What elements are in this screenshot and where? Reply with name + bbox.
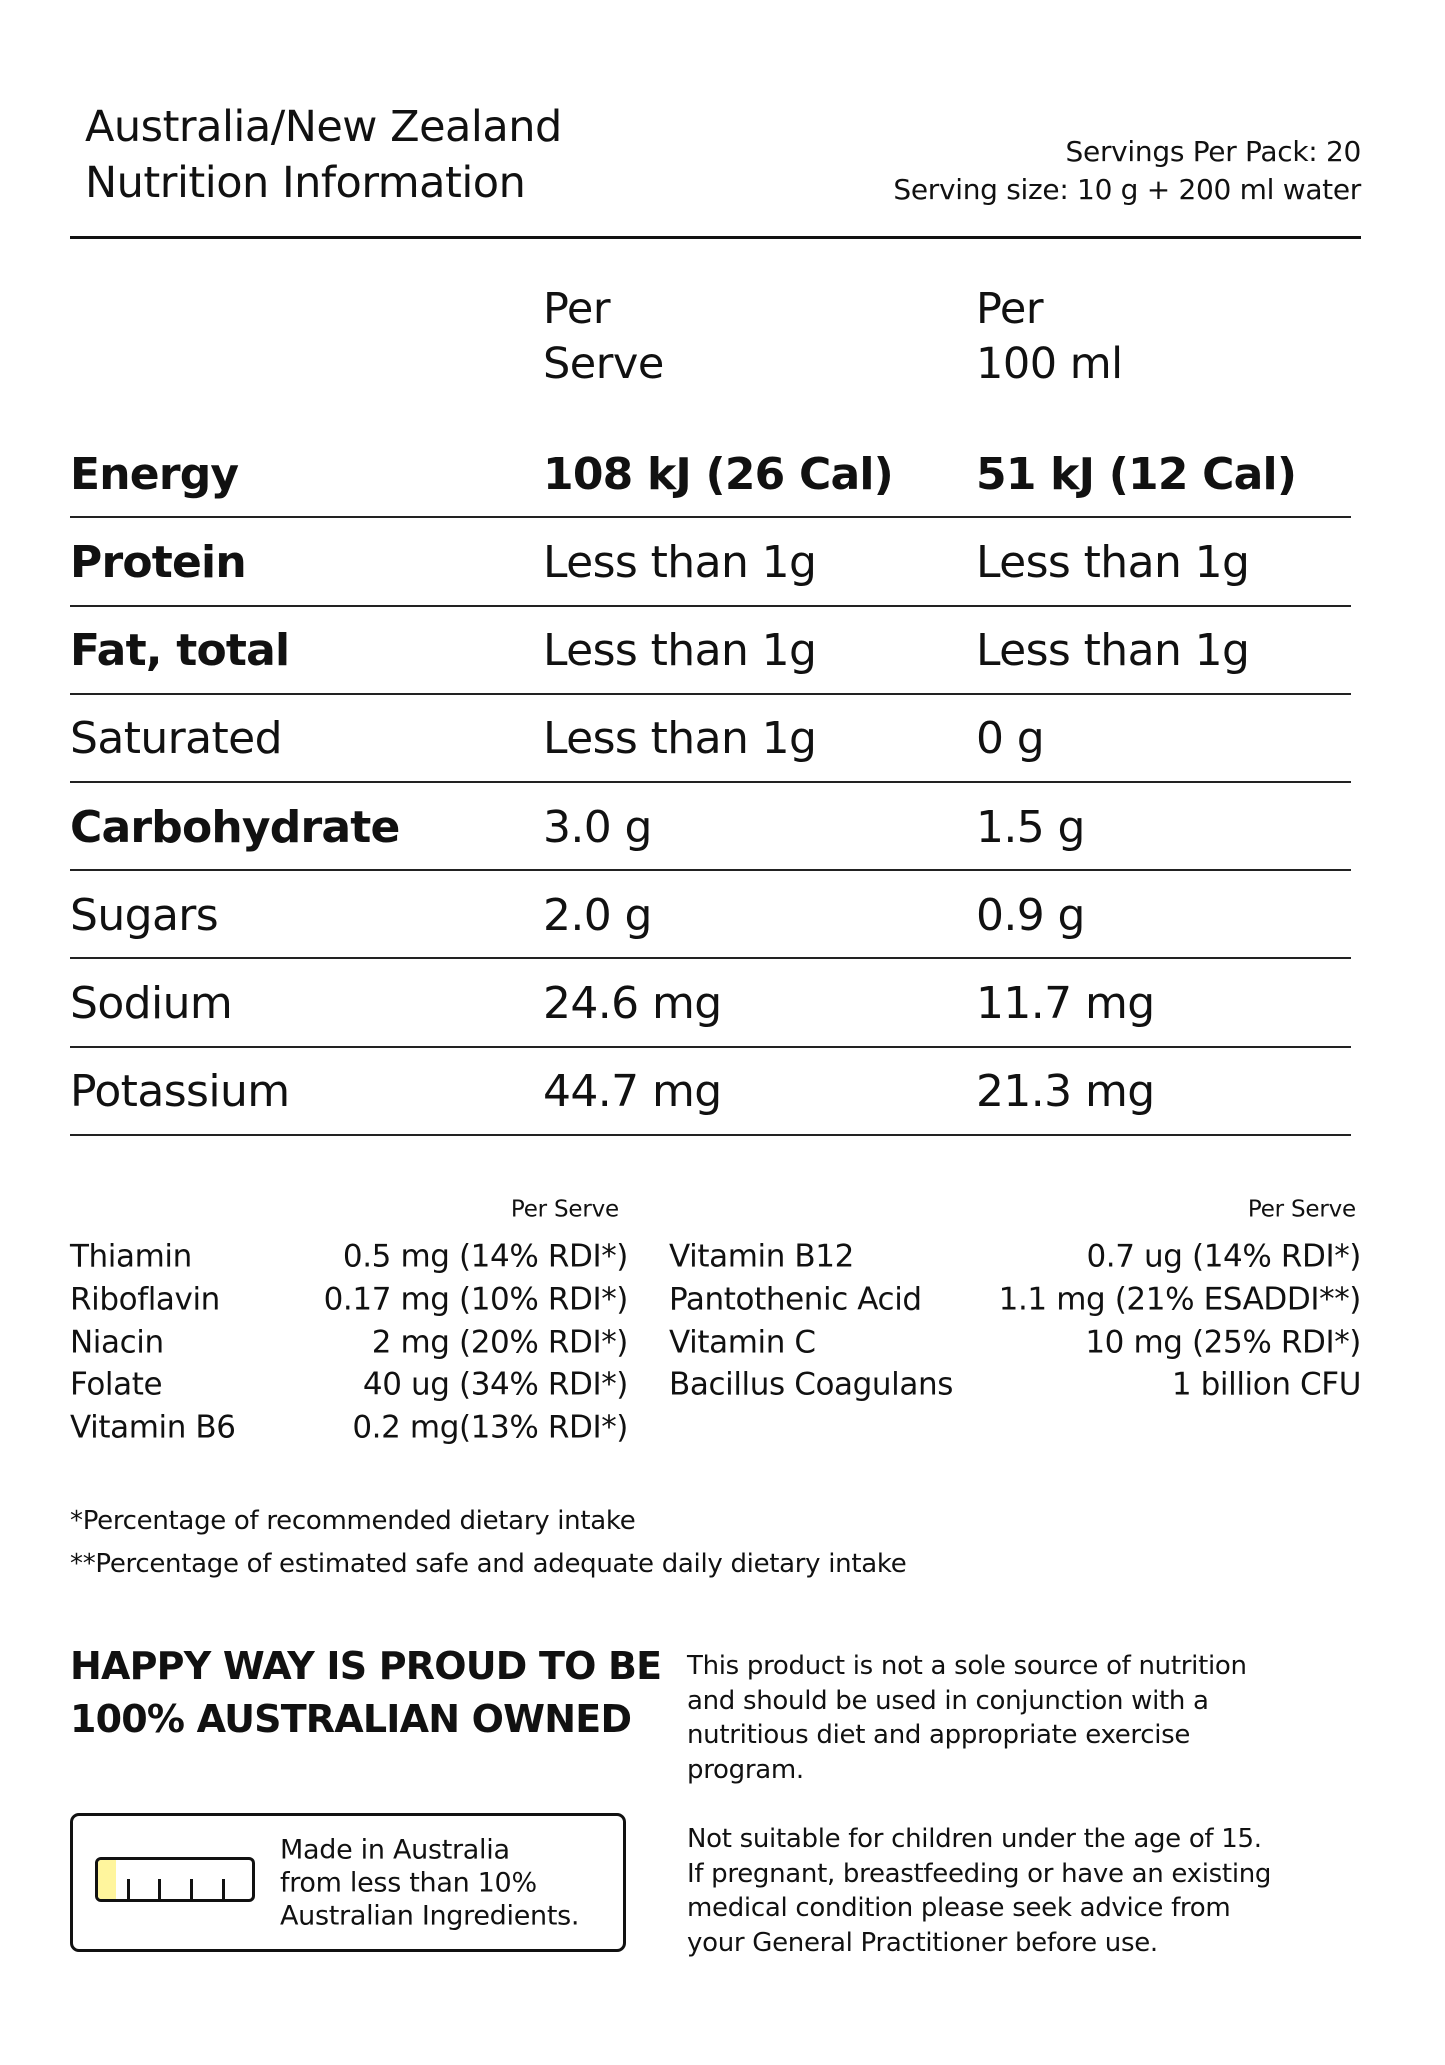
headline-line-1: HAPPY WAY IS PROUD TO BE [70, 1644, 662, 1688]
ruler-tick [222, 1879, 225, 1899]
vitamin-name: Niacin [70, 1324, 164, 1361]
row-carbohydrate-per-100ml: 1.5 g [976, 802, 1086, 853]
vitamin-value: 0.5 mg (14% RDI*) [342, 1238, 628, 1275]
disclaimer-line: Not suitable for children under the age … [687, 1824, 1262, 1854]
servings-per-pack: Servings Per Pack: 20 [1065, 135, 1362, 168]
row-divider [70, 781, 1351, 783]
row-divider [70, 693, 1351, 695]
headline-line-2: 100% AUSTRALIAN OWNED [70, 1697, 632, 1741]
badge-text-line: Australian Ingredients. [280, 1900, 580, 1932]
ruler-tick [190, 1879, 193, 1899]
row-label-carbohydrate: Carbohydrate [70, 802, 400, 853]
disclaimer-line: This product is not a sole source of nut… [687, 1651, 1247, 1681]
vitamins-right-header: Per Serve [1247, 1196, 1356, 1223]
vitamin-name: Pantothenic Acid [669, 1281, 922, 1318]
ruler-bar-icon [95, 1857, 255, 1902]
row-divider [70, 957, 1351, 959]
disclaimer-line: If pregnant, breastfeeding or have an ex… [687, 1859, 1272, 1889]
vitamin-name: Bacillus Coagulans [669, 1366, 953, 1403]
top-rule-divider [70, 236, 1361, 239]
disclaimer-line: nutritious diet and appropriate exercise [687, 1720, 1191, 1750]
vitamin-name: Vitamin B12 [669, 1238, 854, 1275]
row-potassium-per-100ml: 21.3 mg [976, 1066, 1155, 1117]
ruler-fill-indicator [98, 1860, 116, 1899]
col-header-per-100ml-line1: Per [976, 284, 1044, 334]
vitamin-name: Folate [70, 1366, 163, 1403]
row-label-saturated: Saturated [70, 713, 283, 764]
vitamin-value: 1 billion CFU [1171, 1366, 1362, 1403]
made-in-australia-badge [70, 1813, 626, 1952]
footnote-esaddi: **Percentage of estimated safe and adequ… [70, 1549, 907, 1579]
row-energy-per-serve: 108 kJ (26 Cal) [543, 449, 894, 500]
row-sodium-per-serve: 24.6 mg [543, 978, 722, 1029]
vitamin-value: 0.2 mg(13% RDI*) [352, 1409, 628, 1446]
footnote-rdi: *Percentage of recommended dietary intak… [70, 1506, 636, 1536]
vitamin-value: 1.1 mg (21% ESADDI**) [998, 1281, 1362, 1318]
row-label-fat-total: Fat, total [70, 625, 290, 676]
row-divider [70, 1046, 1351, 1048]
row-label-potassium: Potassium [70, 1066, 290, 1117]
row-protein-per-100ml: Less than 1g [976, 537, 1250, 588]
row-protein-per-serve: Less than 1g [543, 537, 817, 588]
ruler-tick [127, 1879, 130, 1899]
row-sugars-per-serve: 2.0 g [543, 890, 653, 941]
row-label-sodium: Sodium [70, 978, 233, 1029]
row-label-energy: Energy [70, 449, 239, 500]
row-saturated-per-100ml: 0 g [976, 713, 1045, 764]
col-header-per-serve-line2: Serve [543, 339, 664, 389]
row-divider [70, 869, 1351, 871]
title-line-2: Nutrition Information [85, 158, 526, 208]
vitamin-name: Vitamin C [669, 1324, 816, 1361]
row-divider [70, 516, 1351, 518]
disclaimer-line: your General Practitioner before use. [687, 1928, 1158, 1958]
row-label-sugars: Sugars [70, 890, 219, 941]
badge-text-line: from less than 10% [280, 1867, 537, 1899]
disclaimer-line: program. [687, 1755, 804, 1785]
title-line-1: Australia/New Zealand [85, 102, 562, 152]
vitamin-value: 40 ug (34% RDI*) [362, 1366, 628, 1403]
vitamin-name: Thiamin [70, 1238, 192, 1275]
row-label-protein: Protein [70, 537, 247, 588]
row-saturated-per-serve: Less than 1g [543, 713, 817, 764]
row-divider [70, 605, 1351, 607]
vitamin-value: 10 mg (25% RDI*) [1085, 1324, 1361, 1361]
disclaimer-line: medical condition please seek advice fro… [687, 1893, 1231, 1923]
row-fat-total-per-100ml: Less than 1g [976, 625, 1250, 676]
col-header-per-serve-line1: Per [543, 284, 611, 334]
row-potassium-per-serve: 44.7 mg [543, 1066, 722, 1117]
vitamin-value: 0.7 ug (14% RDI*) [1086, 1238, 1361, 1275]
vitamin-name: Vitamin B6 [70, 1409, 236, 1446]
vitamin-name: Riboflavin [70, 1281, 220, 1318]
row-sugars-per-100ml: 0.9 g [976, 890, 1086, 941]
disclaimer-line: and should be used in conjunction with a [687, 1686, 1209, 1716]
row-carbohydrate-per-serve: 3.0 g [543, 802, 653, 853]
row-energy-per-100ml: 51 kJ (12 Cal) [976, 449, 1297, 500]
row-fat-total-per-serve: Less than 1g [543, 625, 817, 676]
vitamins-left-header: Per Serve [510, 1196, 619, 1223]
vitamin-value: 0.17 mg (10% RDI*) [323, 1281, 629, 1318]
ruler-tick [158, 1879, 161, 1899]
badge-text-line: Made in Australia [280, 1834, 510, 1866]
vitamin-value: 2 mg (20% RDI*) [371, 1324, 629, 1361]
col-header-per-100ml-line2: 100 ml [976, 339, 1123, 389]
row-sodium-per-100ml: 11.7 mg [976, 978, 1155, 1029]
serving-size: Serving size: 10 g + 200 ml water [893, 173, 1361, 206]
row-divider [70, 1134, 1351, 1136]
